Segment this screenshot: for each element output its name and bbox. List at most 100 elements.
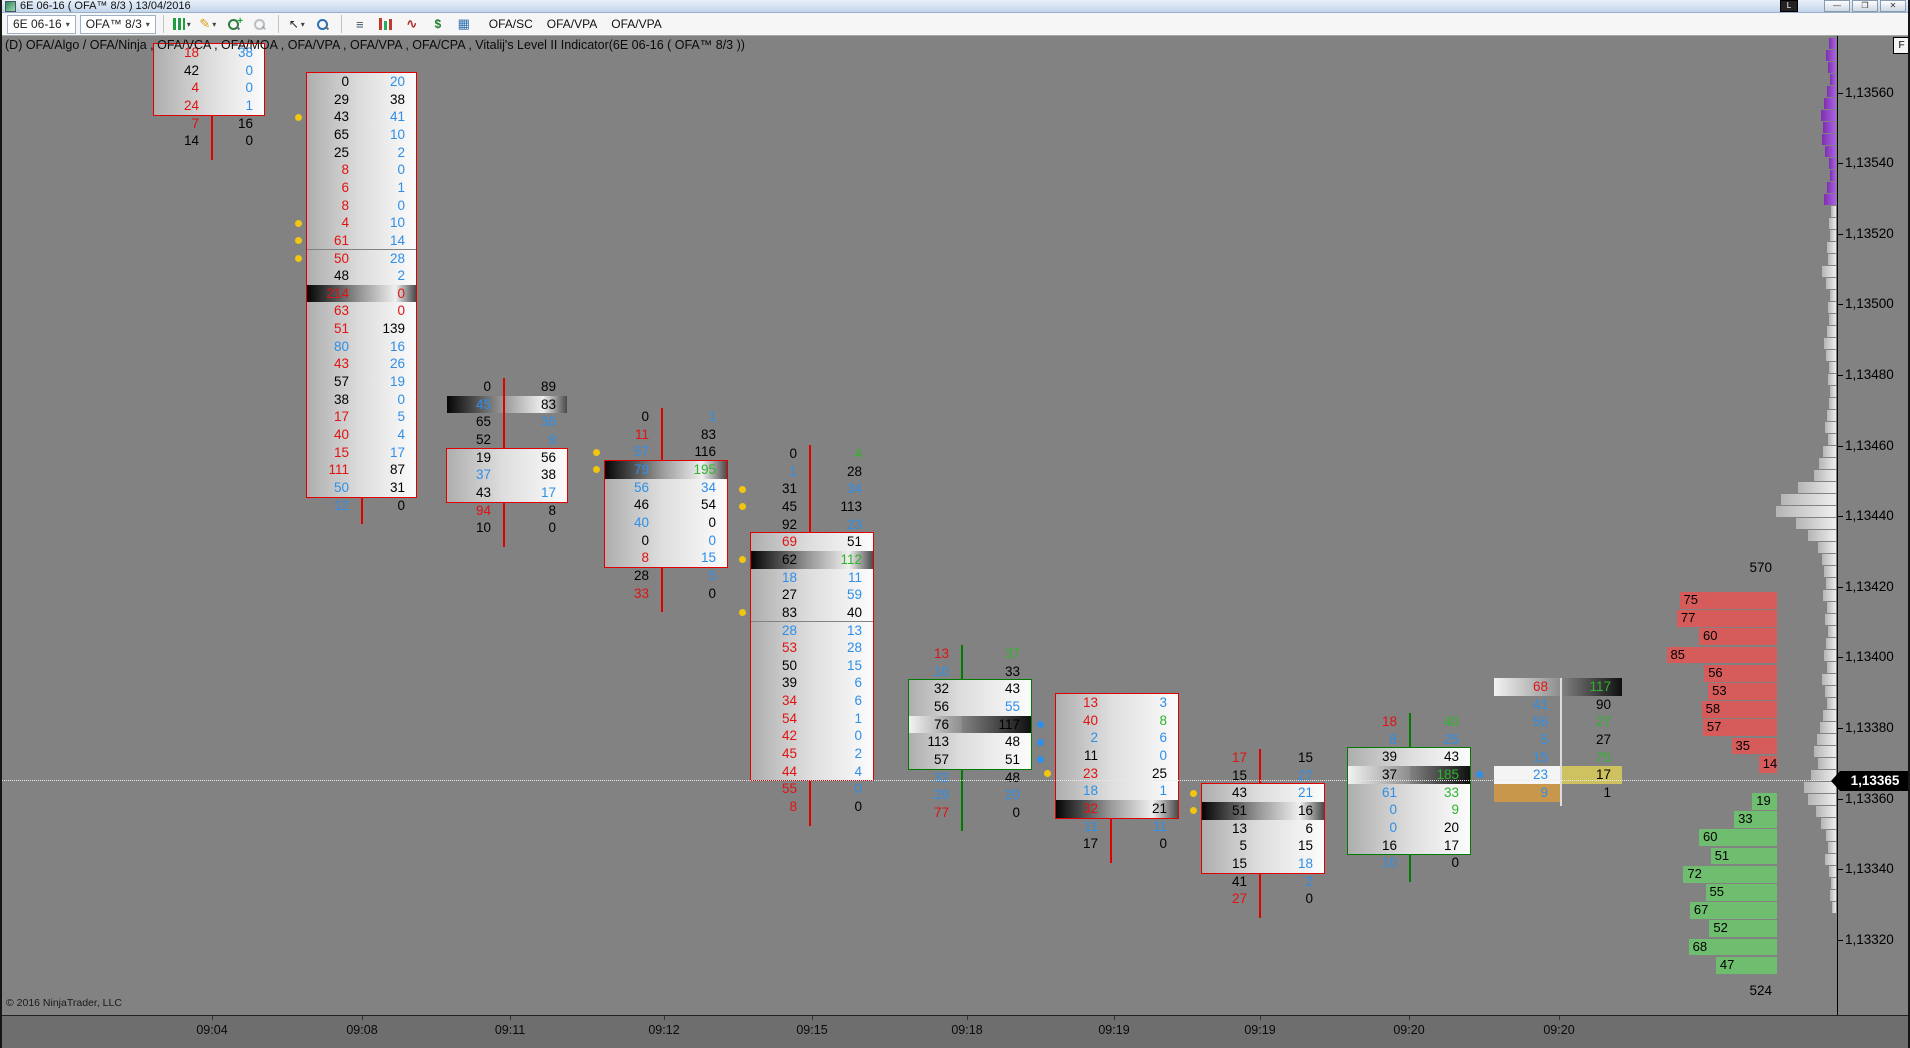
footprint-cell-ask: 139 bbox=[362, 320, 416, 338]
toolbar-link-ofa-vpa-2[interactable]: OFA/VPA bbox=[611, 17, 662, 31]
volume-profile-bar bbox=[1804, 782, 1836, 793]
data-box-button[interactable] bbox=[312, 15, 334, 33]
footprint-cell-ask: 117 bbox=[962, 715, 1031, 734]
footprint-cell-ask: 28 bbox=[362, 249, 416, 268]
volume-profile-bar bbox=[1829, 218, 1836, 229]
chart-trader-button[interactable] bbox=[375, 15, 397, 33]
sell-total-label: 570 bbox=[1749, 560, 1772, 575]
footprint-cell-bid: 28 bbox=[751, 621, 810, 640]
time-axis[interactable]: 09:04 09:08 09:11 09:12 09:15 09:18 09:19 09:19… bbox=[2, 1015, 1908, 1048]
footprint-cell-ask: 6 bbox=[1111, 729, 1178, 747]
chart-area[interactable] bbox=[2, 36, 1908, 1015]
volume-profile-bar bbox=[1811, 770, 1836, 781]
footprint-cell-bid: 45 bbox=[447, 395, 504, 414]
zoom-out-button[interactable] bbox=[249, 15, 271, 33]
footprint-cell-ask: 89 bbox=[540, 379, 556, 394]
footprint-cell-ask: 16 bbox=[237, 115, 253, 131]
toolbar-separator bbox=[340, 15, 342, 33]
footprint-cell-bid: 94 bbox=[475, 502, 491, 518]
footprint-cell-ask: 2 bbox=[362, 267, 416, 285]
volume-profile-bar bbox=[1827, 326, 1836, 337]
delta-center-line bbox=[661, 566, 663, 613]
sell-volume-bar: 35 bbox=[1731, 737, 1777, 755]
toolbar-link-ofa-sc[interactable]: OFA/SC bbox=[488, 17, 533, 31]
footprint-cell-ask: 0 bbox=[1012, 804, 1020, 820]
footprint-cell-bid: 43 bbox=[1202, 784, 1260, 802]
delta-center-line bbox=[1409, 713, 1411, 749]
footprint-cell-ask: 43 bbox=[962, 680, 1031, 698]
restore-button[interactable]: ❐ bbox=[1852, 0, 1878, 12]
footprint-cell-bid: 51 bbox=[1202, 801, 1260, 820]
account-button[interactable]: $ bbox=[427, 15, 449, 33]
footprint-cell-ask: 0 bbox=[810, 727, 873, 746]
buy-volume-bar: 60 bbox=[1699, 829, 1777, 847]
footprint-cell-ask: 20 bbox=[1410, 818, 1470, 837]
footprint-cell-bid: 43 bbox=[447, 483, 504, 502]
footprint-cell-bid: 43 bbox=[307, 355, 362, 374]
chart-style-button[interactable]: ▾ bbox=[171, 15, 193, 33]
instrument-selector[interactable]: 6E 06-16 ▾ bbox=[7, 14, 76, 34]
footprint-cell-bid: 41 bbox=[1231, 873, 1247, 889]
footprint-cell-ask: 27 bbox=[1595, 731, 1611, 747]
time-axis-tick bbox=[212, 1016, 213, 1020]
footprint-cell-ask: 31 bbox=[362, 478, 416, 497]
focus-button[interactable]: F bbox=[1893, 37, 1908, 54]
minimize-button[interactable]: — bbox=[1824, 0, 1850, 12]
footprint-cell-bid: 51 bbox=[307, 320, 362, 338]
volume-profile-bar bbox=[1826, 578, 1836, 589]
toolbar-link-ofa-vpa-1[interactable]: OFA/VPA bbox=[546, 17, 598, 31]
volume-profile-bar bbox=[1818, 542, 1836, 553]
footprint-cell-ask: 6 bbox=[1260, 819, 1324, 838]
dom-button[interactable]: ≡ bbox=[349, 15, 371, 33]
footprint-cell-ask: 23 bbox=[846, 516, 862, 532]
sell-volume-bar: 75 bbox=[1679, 592, 1777, 609]
instrument-label: 6E 06-16 bbox=[13, 17, 62, 31]
price-axis-label: 1,13480 bbox=[1845, 367, 1894, 383]
footprint-cell-ask: 0 bbox=[362, 302, 416, 321]
footprint-cell-ask: 1 bbox=[212, 96, 264, 115]
footprint-cell-ask: 0 bbox=[362, 284, 416, 303]
sell-volume-bar: 56 bbox=[1704, 664, 1777, 682]
cursor-tool-button[interactable]: ↖ ▾ bbox=[286, 15, 308, 33]
footprint-cell-ask: 0 bbox=[245, 133, 253, 149]
price-axis-tick bbox=[1837, 657, 1843, 659]
footprint-cell-bid: 76 bbox=[909, 715, 962, 734]
footprint-cell-ask: 75 bbox=[1595, 749, 1611, 765]
price-axis-label: 1,13500 bbox=[1845, 296, 1894, 312]
footprint-cell-ask: 1 bbox=[1603, 784, 1611, 800]
footprint-cell-ask: 0 bbox=[1159, 836, 1167, 852]
toolbar-separator bbox=[162, 15, 164, 33]
footprint-cell-bid: 32 bbox=[933, 769, 949, 785]
footprint-cell-bid: 8 bbox=[307, 161, 362, 179]
footprint-cell-bid: 52 bbox=[475, 431, 491, 447]
volume-profile-bar bbox=[1825, 422, 1836, 433]
footprint-cell-bid: 50 bbox=[307, 478, 362, 497]
footprint-cell-bid: 11 bbox=[1056, 746, 1111, 765]
chevron-down-icon: ▾ bbox=[186, 19, 191, 29]
titlebar[interactable]: 6E 06-16 ( OFA™ 8/3 ) 13/04/2016 L — ❐ ✕ bbox=[2, 0, 1908, 13]
volume-profile-bar bbox=[1820, 722, 1836, 733]
footprint-cell-bid: 41 bbox=[1532, 696, 1548, 712]
volume-profile-bar bbox=[1826, 830, 1836, 841]
indicators-button[interactable]: ∿ bbox=[401, 15, 423, 33]
market-analyzer-button[interactable]: ▦ bbox=[453, 15, 475, 33]
price-axis-tick bbox=[1837, 869, 1843, 871]
footprint-cell-ask: 37 bbox=[1004, 646, 1020, 661]
zoom-in-button[interactable]: + bbox=[223, 15, 245, 33]
footprint-cell-ask: 34 bbox=[846, 481, 862, 497]
close-button[interactable]: ✕ bbox=[1880, 0, 1906, 12]
footprint-cell-ask: 16 bbox=[1260, 801, 1324, 820]
price-axis-label: 1,13320 bbox=[1845, 931, 1894, 947]
footprint-cell-bid: 34 bbox=[751, 692, 810, 710]
layout-button[interactable]: L bbox=[1780, 0, 1798, 12]
period-selector[interactable]: OFA™ 8/3 ▾ bbox=[79, 14, 156, 34]
drawing-tools-button[interactable]: ✎ ▾ bbox=[197, 15, 219, 33]
footprint-cell-bid: 18 bbox=[1056, 782, 1111, 800]
footprint-cell-bid: 8 bbox=[605, 549, 662, 567]
volume-profile-bar bbox=[1826, 50, 1836, 61]
footprint-cell-bid: 1 bbox=[789, 463, 797, 479]
footprint-cell-ask: 56 bbox=[504, 448, 567, 467]
volume-profile-bar bbox=[1830, 890, 1836, 901]
buy-volume-bar: 33 bbox=[1734, 811, 1777, 828]
footprint-cell-bid: 27 bbox=[751, 586, 810, 604]
